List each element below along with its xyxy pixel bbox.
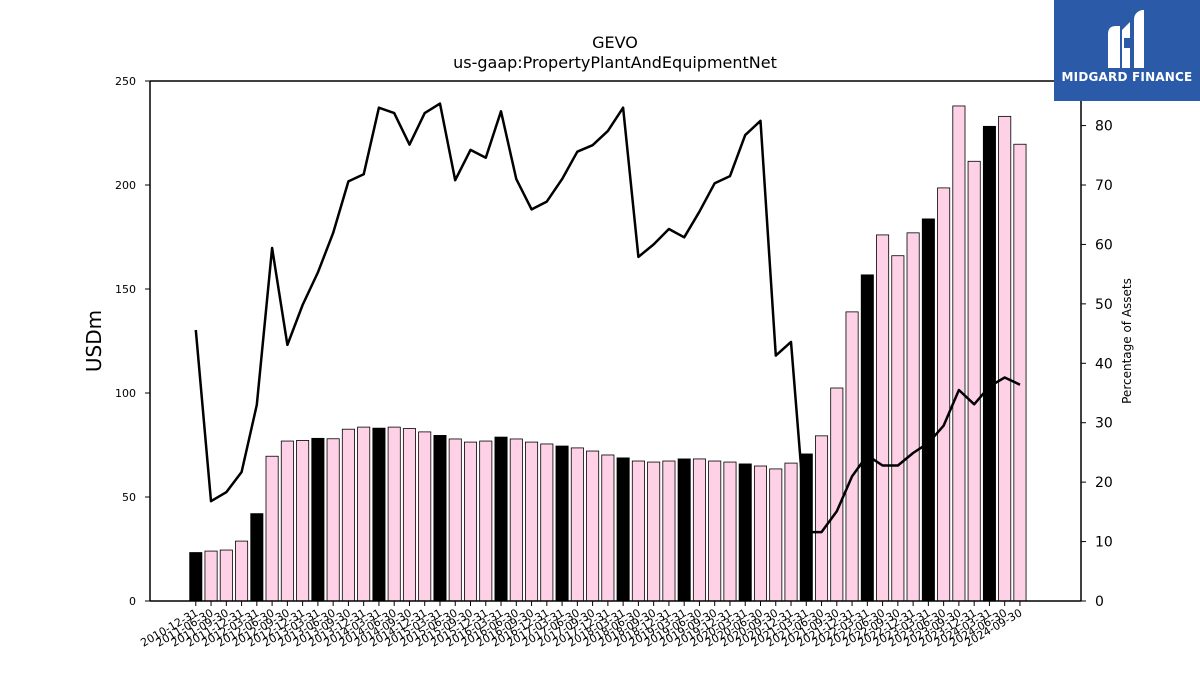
chart-subtitle: us-gaap:PropertyPlantAndEquipmentNet: [453, 53, 777, 72]
bar: [601, 454, 615, 602]
bar: [692, 458, 706, 602]
brand-name: MIDGARD FINANCE: [1061, 70, 1193, 84]
bar: [860, 274, 874, 602]
y-tick-label: 50: [122, 491, 136, 504]
bar: [235, 540, 249, 602]
bar: [769, 468, 783, 602]
bar: [372, 427, 386, 602]
y-tick-label: 150: [115, 283, 136, 296]
bar: [937, 187, 951, 602]
bar: [723, 461, 737, 602]
bar: [494, 436, 508, 602]
y-axis-label: USDm: [82, 310, 106, 372]
y2-axis-label: Percentage of Assets: [1120, 278, 1134, 404]
bar: [753, 465, 767, 602]
bar: [509, 438, 523, 602]
bar: [570, 447, 584, 602]
bar: [586, 450, 600, 602]
bar: [280, 440, 294, 602]
y2-tick-label: 40: [1095, 356, 1113, 372]
y2-tick-label: 30: [1095, 416, 1113, 432]
bar: [326, 438, 340, 602]
bar: [815, 435, 829, 602]
bar: [891, 255, 905, 602]
bar: [387, 426, 401, 602]
bar-series: [189, 105, 1027, 602]
y-tick-label: 0: [129, 595, 136, 608]
bar: [830, 387, 844, 602]
bar: [418, 431, 432, 602]
bar: [967, 160, 981, 602]
bar: [708, 460, 722, 602]
bar: [952, 105, 966, 602]
y2-tick-label: 80: [1095, 119, 1113, 135]
brand-mark-icon: [1108, 10, 1144, 68]
chart-title: GEVO: [592, 33, 638, 52]
axes: 050100150200250010203040506070802010-12-…: [115, 75, 1113, 650]
brand-logo: MIDGARD FINANCE: [1054, 0, 1200, 101]
bar: [357, 426, 371, 602]
bar: [433, 435, 447, 602]
bar: [1013, 143, 1027, 602]
y-tick-label: 250: [115, 75, 136, 88]
bar: [189, 552, 203, 602]
line-series: [194, 102, 1021, 534]
bar: [311, 437, 325, 602]
bar: [464, 441, 478, 602]
bar: [296, 440, 310, 602]
bar: [906, 232, 920, 602]
y2-tick-label: 0: [1095, 594, 1104, 610]
y2-tick-label: 20: [1095, 475, 1113, 491]
bar: [998, 115, 1012, 602]
bar: [448, 438, 462, 602]
y2-tick-label: 60: [1095, 237, 1113, 253]
bar: [982, 125, 996, 602]
bar: [876, 234, 890, 602]
bar: [250, 513, 264, 602]
bar: [341, 428, 355, 602]
bar: [555, 445, 569, 602]
bar: [921, 218, 935, 602]
bar: [616, 457, 630, 602]
bar: [738, 463, 752, 602]
bar: [204, 550, 218, 602]
bar: [784, 462, 798, 602]
bar: [540, 443, 554, 602]
y-tick-label: 200: [115, 179, 136, 192]
bar: [479, 440, 493, 602]
bar: [219, 549, 233, 602]
y2-tick-label: 70: [1095, 178, 1113, 194]
bar: [845, 311, 859, 602]
bar: [402, 428, 416, 602]
bar: [525, 441, 539, 602]
y-tick-label: 100: [115, 387, 136, 400]
bar: [631, 460, 645, 602]
y2-tick-label: 10: [1095, 535, 1113, 551]
bar: [662, 460, 676, 602]
bar: [647, 461, 661, 602]
bar: [265, 455, 279, 602]
line-path: [194, 102, 1021, 534]
y2-tick-label: 50: [1095, 297, 1113, 313]
bar: [677, 458, 691, 602]
